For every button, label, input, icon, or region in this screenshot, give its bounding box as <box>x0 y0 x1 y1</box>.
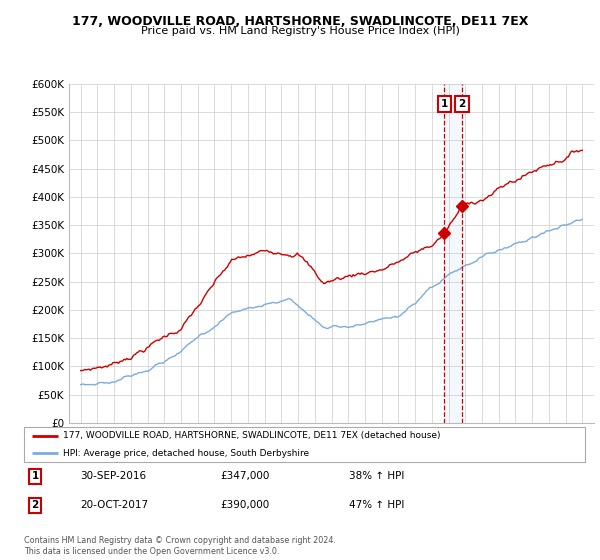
Text: 177, WOODVILLE ROAD, HARTSHORNE, SWADLINCOTE, DE11 7EX (detached house): 177, WOODVILLE ROAD, HARTSHORNE, SWADLIN… <box>63 431 441 440</box>
Text: 20-OCT-2017: 20-OCT-2017 <box>80 501 148 511</box>
Text: 1: 1 <box>441 99 448 109</box>
Text: £390,000: £390,000 <box>220 501 269 511</box>
Text: 2: 2 <box>458 99 466 109</box>
Bar <box>445 84 462 423</box>
Text: 38% ↑ HPI: 38% ↑ HPI <box>349 472 405 482</box>
Text: 2: 2 <box>32 501 39 511</box>
Text: Contains HM Land Registry data © Crown copyright and database right 2024.
This d: Contains HM Land Registry data © Crown c… <box>24 536 336 556</box>
Text: 1: 1 <box>32 472 39 482</box>
Text: HPI: Average price, detached house, South Derbyshire: HPI: Average price, detached house, Sout… <box>63 449 310 458</box>
Text: Price paid vs. HM Land Registry's House Price Index (HPI): Price paid vs. HM Land Registry's House … <box>140 26 460 36</box>
Text: £347,000: £347,000 <box>220 472 270 482</box>
Text: 47% ↑ HPI: 47% ↑ HPI <box>349 501 405 511</box>
Text: 30-SEP-2016: 30-SEP-2016 <box>80 472 146 482</box>
Text: 177, WOODVILLE ROAD, HARTSHORNE, SWADLINCOTE, DE11 7EX: 177, WOODVILLE ROAD, HARTSHORNE, SWADLIN… <box>72 15 528 28</box>
